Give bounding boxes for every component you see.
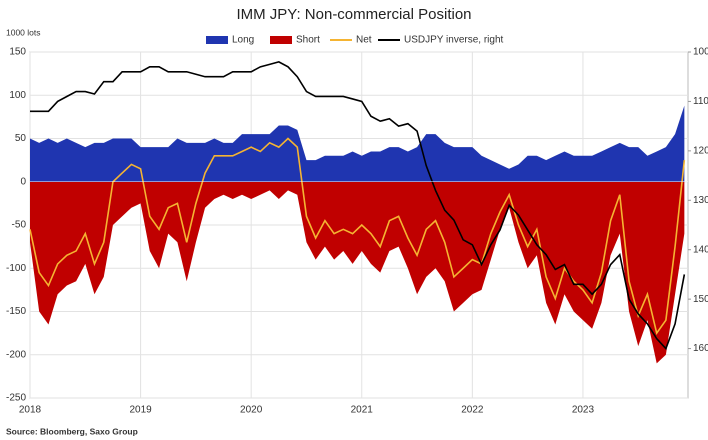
y-axis-label: 1000 lots — [6, 27, 41, 37]
axes: -250 -200 -150 -100 -50 0 50 100 150 100 110 120 130… — [6, 35, 708, 416]
y2-tick-label: 140 — [693, 244, 708, 255]
y-tick-label: -50 — [12, 220, 27, 231]
series-layer — [29, 61, 688, 364]
x-tick-label: 2022 — [461, 405, 484, 416]
legend-swatch — [206, 36, 228, 44]
y-tick-label: -100 — [6, 263, 26, 274]
x-tick-label: 2018 — [19, 405, 42, 416]
chart-title: IMM JPY: Non-commercial Position — [236, 6, 471, 23]
y2-tick-label: 150 — [693, 294, 708, 305]
y-tick-label: -150 — [6, 306, 26, 317]
y2-tick-label: 120 — [693, 145, 708, 156]
y-tick-label: 50 — [15, 133, 27, 144]
y2-tick-label: 160 — [693, 343, 708, 354]
y-tick-label: -250 — [6, 393, 26, 404]
y-tick-label: 100 — [9, 90, 26, 101]
legend-label: Short — [296, 35, 320, 46]
y-tick-label: 0 — [20, 176, 26, 187]
y-tick-label: 150 — [9, 47, 26, 58]
legend-label: Long — [232, 35, 254, 46]
y2-tick-label: 130 — [693, 195, 708, 206]
area — [30, 181, 685, 364]
legend-label: Net — [356, 35, 372, 46]
line — [29, 137, 686, 336]
x-tick-label: 2021 — [351, 405, 374, 416]
line — [30, 61, 686, 351]
legend-label: USDJPY inverse, right — [404, 35, 504, 46]
y2-tick-label: 110 — [693, 96, 708, 107]
source-note: Source: Bloomberg, Saxo Group — [6, 426, 138, 436]
legend-swatch — [270, 36, 292, 44]
area — [30, 105, 685, 182]
y-tick-label: -200 — [6, 349, 26, 360]
x-tick-label: 2020 — [240, 405, 263, 416]
y2-tick-label: 100 — [693, 47, 708, 58]
x-tick-label: 2023 — [572, 405, 595, 416]
x-tick-label: 2019 — [129, 405, 152, 416]
